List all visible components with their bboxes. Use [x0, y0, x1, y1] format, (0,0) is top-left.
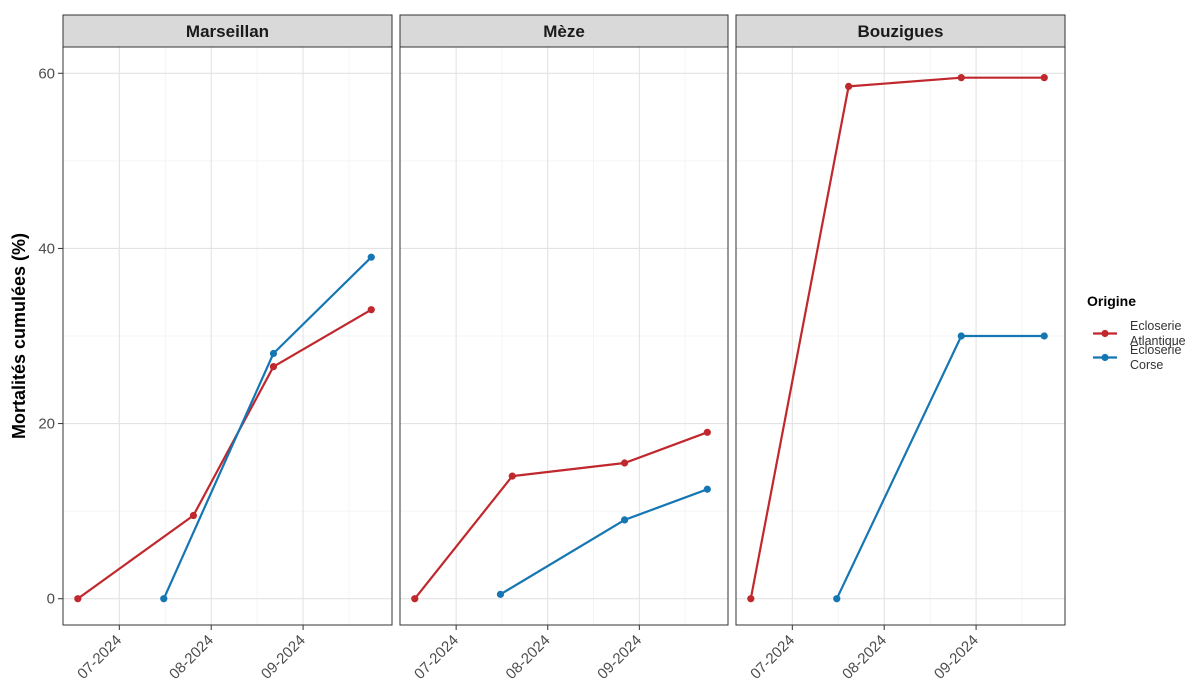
facet-strip — [399, 14, 729, 48]
x-tick-label: 07-2024 — [747, 632, 798, 683]
data-point-corse — [496, 590, 505, 598]
series-line-atlantique — [413, 431, 708, 600]
data-point-atlantique — [1040, 74, 1048, 82]
data-point-atlantique — [269, 363, 278, 371]
legend-label: Corse — [1130, 358, 1163, 372]
x-tick-label: 07-2024 — [411, 632, 462, 683]
data-point-corse — [957, 332, 965, 340]
data-point-atlantique — [367, 306, 375, 314]
panel-border — [735, 46, 1066, 626]
y-tick-label: 40 — [38, 240, 55, 257]
legend-title: Origine — [1087, 293, 1136, 309]
facet-title: Mèze — [543, 22, 585, 41]
panel-border — [399, 46, 729, 626]
x-tick-label: 08-2024 — [839, 632, 890, 683]
y-tick-label: 60 — [38, 65, 55, 82]
x-tick-label: 09-2024 — [258, 632, 309, 683]
data-point-atlantique — [620, 459, 629, 467]
legend-label: Atlantique — [1130, 334, 1186, 348]
data-point-corse — [367, 253, 375, 261]
data-point-atlantique — [703, 428, 711, 436]
x-tick-label: 09-2024 — [931, 632, 982, 683]
y-axis-title: Mortalités cumulées (%) — [9, 233, 29, 439]
data-point-atlantique — [508, 472, 516, 480]
facet-strip — [735, 14, 1066, 48]
facet-title: Bouzigues — [858, 22, 944, 41]
series-line-atlantique — [749, 76, 1045, 599]
facet-title: Marseillan — [186, 22, 269, 41]
data-point-atlantique — [957, 74, 965, 82]
x-tick-label: 07-2024 — [74, 632, 125, 683]
data-point-atlantique — [189, 511, 198, 520]
data-point-corse — [160, 595, 168, 603]
legend-label: Ecloserie — [1130, 319, 1181, 333]
y-tick-label: 20 — [38, 416, 55, 433]
x-tick-label: 08-2024 — [503, 632, 554, 683]
data-point-atlantique — [74, 595, 82, 603]
facet-strip — [62, 14, 393, 48]
data-point-corse — [833, 595, 841, 603]
legend-key-point — [1101, 329, 1109, 338]
data-point-corse — [703, 485, 711, 493]
data-point-atlantique — [845, 82, 853, 91]
data-point-atlantique — [411, 595, 419, 603]
data-point-corse — [620, 516, 629, 524]
data-point-atlantique — [747, 595, 755, 603]
y-tick-label: 0 — [47, 591, 55, 608]
x-tick-label: 09-2024 — [594, 632, 645, 683]
x-tick-label: 08-2024 — [166, 632, 217, 683]
panel-border — [62, 46, 393, 626]
legend-key-point — [1101, 353, 1109, 362]
data-point-corse — [269, 349, 278, 358]
data-point-corse — [1040, 332, 1048, 340]
legend-label: Ecloserie — [1130, 343, 1181, 357]
